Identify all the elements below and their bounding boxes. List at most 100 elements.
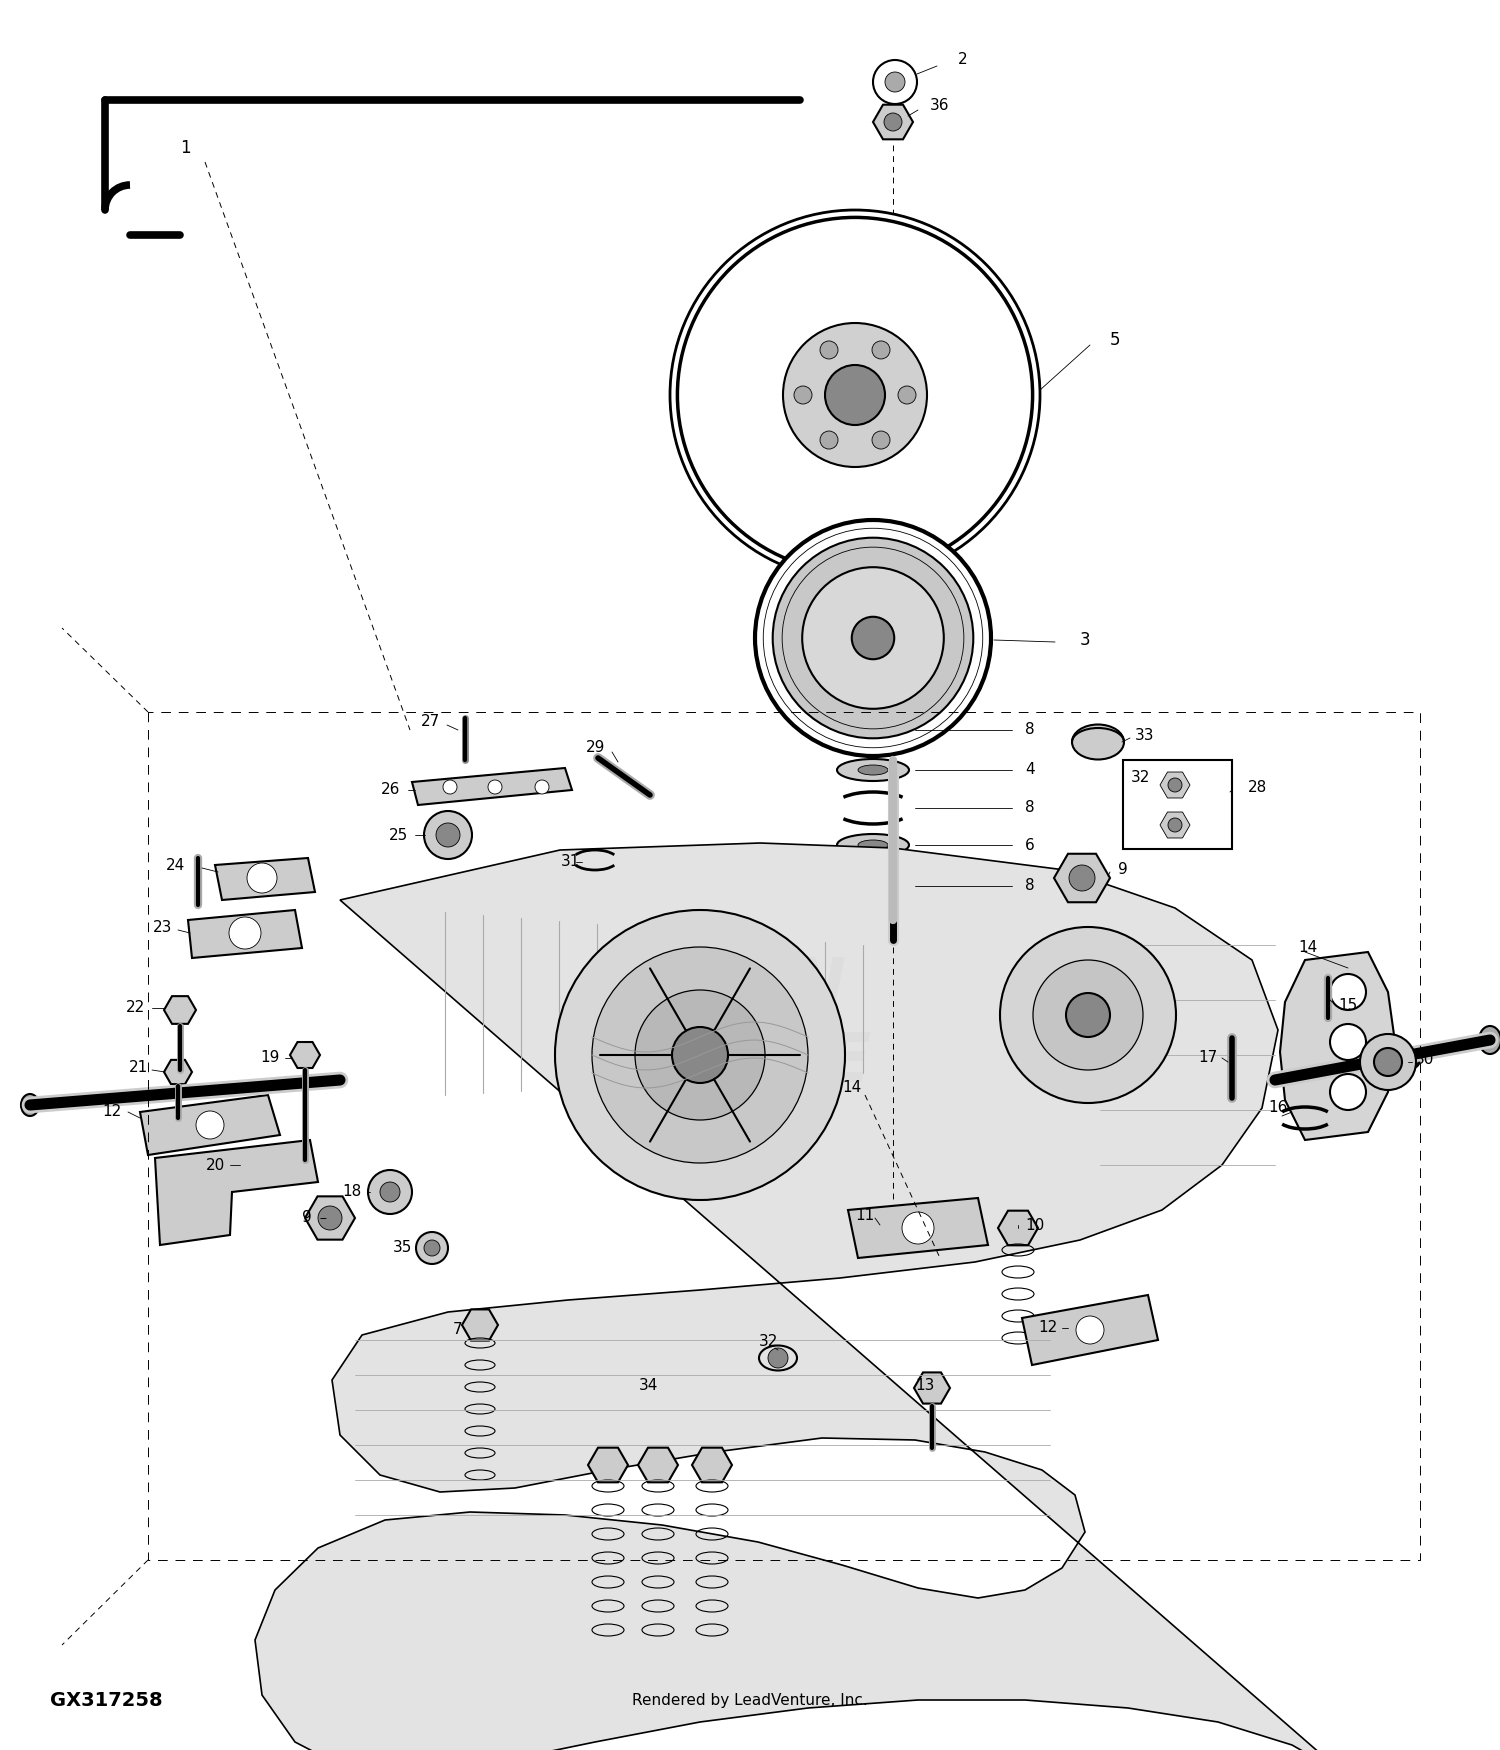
Circle shape xyxy=(794,387,812,404)
Text: 2: 2 xyxy=(958,52,968,68)
Text: 26: 26 xyxy=(381,782,400,798)
Text: 9: 9 xyxy=(302,1211,312,1225)
Text: 25: 25 xyxy=(388,828,408,842)
Wedge shape xyxy=(910,292,1026,385)
Ellipse shape xyxy=(21,1094,39,1116)
Text: 20: 20 xyxy=(206,1157,225,1172)
Text: 7: 7 xyxy=(453,1323,462,1337)
Text: 6: 6 xyxy=(1024,838,1035,852)
FancyBboxPatch shape xyxy=(1124,760,1232,849)
Text: 36: 36 xyxy=(930,98,950,112)
Wedge shape xyxy=(682,359,788,444)
Circle shape xyxy=(368,1171,413,1214)
Polygon shape xyxy=(914,1372,950,1404)
Polygon shape xyxy=(692,1447,732,1482)
Circle shape xyxy=(380,1181,400,1202)
Text: 17: 17 xyxy=(1198,1050,1218,1066)
Polygon shape xyxy=(154,1139,318,1244)
Text: 22: 22 xyxy=(126,1001,146,1015)
Text: 12: 12 xyxy=(102,1104,122,1120)
Circle shape xyxy=(871,430,889,450)
Ellipse shape xyxy=(837,760,909,780)
Wedge shape xyxy=(915,399,1028,486)
Circle shape xyxy=(852,616,894,660)
Text: 14: 14 xyxy=(843,1080,861,1096)
Text: Rendered by LeadVenture, Inc.: Rendered by LeadVenture, Inc. xyxy=(632,1692,868,1708)
Circle shape xyxy=(821,341,839,359)
Circle shape xyxy=(1070,864,1095,891)
Circle shape xyxy=(488,780,502,794)
Circle shape xyxy=(634,990,765,1120)
Polygon shape xyxy=(164,996,196,1024)
Text: GX317258: GX317258 xyxy=(50,1690,162,1710)
Text: 1: 1 xyxy=(180,138,190,158)
Polygon shape xyxy=(462,1309,498,1340)
Text: 24: 24 xyxy=(165,858,184,873)
Polygon shape xyxy=(638,1447,678,1482)
Text: 33: 33 xyxy=(1136,728,1155,742)
Circle shape xyxy=(871,341,889,359)
Circle shape xyxy=(902,1213,934,1244)
Text: 31: 31 xyxy=(561,854,580,870)
Text: 27: 27 xyxy=(420,714,440,730)
Text: 8: 8 xyxy=(1024,723,1035,737)
Text: 10: 10 xyxy=(1024,1218,1044,1232)
Circle shape xyxy=(885,72,904,93)
Circle shape xyxy=(424,1241,439,1256)
Circle shape xyxy=(248,863,278,892)
Circle shape xyxy=(230,917,261,948)
Circle shape xyxy=(1066,992,1110,1038)
Circle shape xyxy=(783,324,927,467)
Circle shape xyxy=(1168,779,1182,793)
Circle shape xyxy=(1374,1048,1402,1076)
Text: 3: 3 xyxy=(1080,632,1090,649)
Circle shape xyxy=(884,114,902,131)
Polygon shape xyxy=(1022,1295,1158,1365)
Circle shape xyxy=(1360,1034,1416,1090)
Text: 8: 8 xyxy=(1024,800,1035,816)
Circle shape xyxy=(672,1027,728,1083)
Polygon shape xyxy=(1160,772,1190,798)
Circle shape xyxy=(768,1348,788,1368)
Circle shape xyxy=(442,780,458,794)
Text: 23: 23 xyxy=(153,920,173,936)
Wedge shape xyxy=(790,460,876,567)
Circle shape xyxy=(1330,1024,1366,1060)
Circle shape xyxy=(1330,975,1366,1010)
Circle shape xyxy=(802,567,944,709)
Text: 4: 4 xyxy=(1024,763,1035,777)
Ellipse shape xyxy=(858,840,888,850)
Polygon shape xyxy=(1280,952,1395,1139)
Text: 15: 15 xyxy=(1338,997,1358,1013)
Circle shape xyxy=(754,520,992,756)
Polygon shape xyxy=(304,1197,355,1239)
Polygon shape xyxy=(873,105,913,140)
Wedge shape xyxy=(777,222,861,332)
Polygon shape xyxy=(214,858,315,900)
Text: 8: 8 xyxy=(1024,878,1035,894)
Polygon shape xyxy=(255,844,1346,1750)
Text: JOHN
DEERE: JOHN DEERE xyxy=(628,954,872,1096)
Circle shape xyxy=(1076,1316,1104,1344)
Circle shape xyxy=(1330,1074,1366,1110)
Circle shape xyxy=(670,210,1040,579)
Polygon shape xyxy=(998,1211,1038,1246)
Wedge shape xyxy=(876,443,981,558)
Text: 32: 32 xyxy=(1131,770,1149,786)
Polygon shape xyxy=(140,1096,280,1155)
Circle shape xyxy=(772,537,974,738)
Ellipse shape xyxy=(1479,1026,1500,1054)
Text: 28: 28 xyxy=(1248,780,1268,796)
Text: 5: 5 xyxy=(1110,331,1120,348)
Circle shape xyxy=(825,366,885,425)
Text: 14: 14 xyxy=(1299,940,1317,956)
Text: 12: 12 xyxy=(1038,1321,1058,1335)
Wedge shape xyxy=(704,429,816,539)
Text: 11: 11 xyxy=(855,1208,874,1223)
Polygon shape xyxy=(588,1447,628,1482)
Text: 13: 13 xyxy=(915,1377,934,1393)
Polygon shape xyxy=(1160,812,1190,838)
Text: 30: 30 xyxy=(1414,1052,1434,1068)
Text: 9: 9 xyxy=(1118,863,1128,877)
Wedge shape xyxy=(696,259,812,368)
